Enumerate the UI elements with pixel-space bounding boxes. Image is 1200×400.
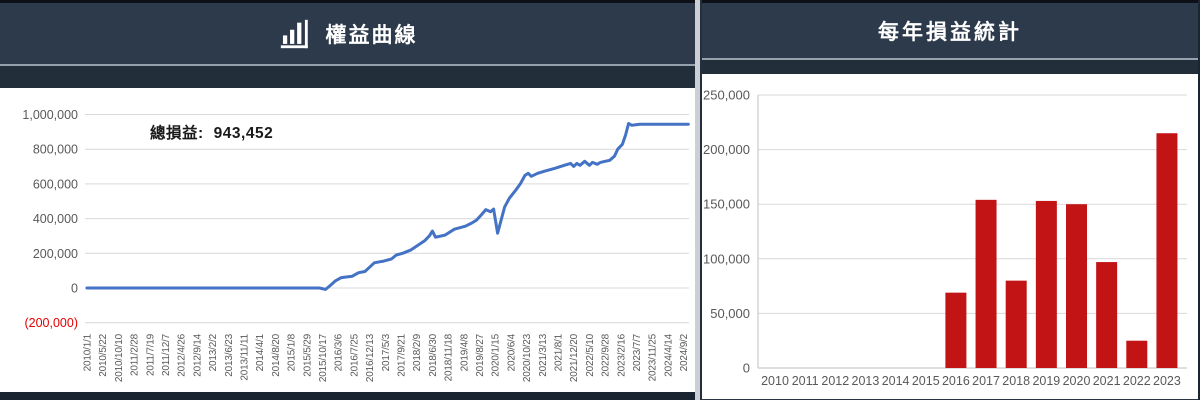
svg-text:2011/7/19: 2011/7/19 [145, 333, 156, 376]
equity-curve-panel: 權益曲線 (200,000) 0 200,000 400,000 600,000 800,… [0, 0, 695, 400]
total-pnl-label: 總損益: 943,452 [150, 121, 273, 143]
svg-text:2023/11/25: 2023/11/25 [648, 333, 659, 381]
svg-text:100,000: 100,000 [703, 251, 750, 266]
svg-text:2014/4/1: 2014/4/1 [255, 333, 266, 371]
svg-text:2013/11/11: 2013/11/11 [240, 333, 251, 380]
svg-text:2020/6/4: 2020/6/4 [506, 333, 517, 371]
yearly-pnl-title: 每年損益統計 [878, 20, 1022, 44]
svg-text:2010/1/1: 2010/1/1 [83, 333, 94, 371]
svg-text:2012/4/26: 2012/4/26 [177, 333, 188, 376]
equity-curve-header: 權益曲線 [0, 0, 695, 64]
svg-text:2011: 2011 [792, 374, 819, 388]
svg-text:2016/7/25: 2016/7/25 [349, 333, 360, 376]
svg-text:2020/10/23: 2020/10/23 [522, 333, 533, 382]
svg-text:2017/9/21: 2017/9/21 [397, 333, 408, 376]
svg-text:800,000: 800,000 [33, 143, 78, 157]
svg-text:2021: 2021 [1093, 374, 1121, 388]
svg-text:2021/12/20: 2021/12/20 [569, 333, 580, 382]
svg-text:250,000: 250,000 [703, 88, 750, 103]
equity-curve-chart-area: (200,000) 0 200,000 400,000 600,000 800,000 1,… [0, 88, 695, 392]
svg-text:2022: 2022 [1123, 374, 1151, 388]
svg-text:2011/12/7: 2011/12/7 [161, 333, 172, 376]
svg-text:2024/9/2: 2024/9/2 [679, 333, 690, 371]
right-subheader-strip [702, 60, 1198, 74]
svg-text:2018/2/9: 2018/2/9 [412, 333, 423, 371]
svg-text:2019/8/27: 2019/8/27 [475, 333, 486, 376]
svg-text:2020/1/15: 2020/1/15 [491, 333, 502, 376]
equity-curve-chart: (200,000) 0 200,000 400,000 600,000 800,000 1,… [22, 108, 690, 382]
svg-text:2010/5/22: 2010/5/22 [98, 333, 109, 376]
svg-text:2017: 2017 [972, 374, 1000, 388]
svg-text:600,000: 600,000 [33, 177, 78, 191]
svg-text:2020: 2020 [1063, 374, 1091, 388]
svg-text:2015/1/8: 2015/1/8 [287, 333, 298, 371]
svg-text:2022/9/28: 2022/9/28 [601, 333, 612, 376]
svg-text:2024/4/14: 2024/4/14 [663, 333, 674, 376]
svg-text:2018/6/30: 2018/6/30 [428, 333, 439, 376]
svg-text:2023/7/7: 2023/7/7 [632, 333, 643, 371]
yearly-pnl-panel: 每年損益統計 0 50,000 100,000 150,000 200,000 250,0… [700, 0, 1200, 400]
svg-text:2021/8/1: 2021/8/1 [554, 333, 565, 371]
svg-text:150,000: 150,000 [703, 197, 750, 212]
svg-text:200,000: 200,000 [33, 247, 78, 261]
svg-text:2014/8/20: 2014/8/20 [271, 333, 282, 376]
svg-text:2012: 2012 [821, 374, 849, 388]
left-bottom-strip [0, 392, 695, 400]
svg-text:2023: 2023 [1153, 374, 1181, 388]
svg-text:2018/11/18: 2018/11/18 [444, 333, 455, 381]
svg-text:2012/9/14: 2012/9/14 [192, 333, 203, 376]
svg-text:2015/10/17: 2015/10/17 [318, 333, 329, 382]
svg-text:2015/5/29: 2015/5/29 [302, 333, 313, 376]
svg-text:2013/6/23: 2013/6/23 [224, 333, 235, 376]
yearly-pnl-chart-area: 0 50,000 100,000 150,000 200,000 250,000 2010 2… [702, 74, 1198, 400]
svg-text:2021/3/13: 2021/3/13 [538, 333, 549, 376]
svg-text:2017/5/3: 2017/5/3 [381, 333, 392, 371]
svg-text:2014: 2014 [882, 374, 910, 388]
svg-text:2016/3/6: 2016/3/6 [334, 333, 345, 371]
total-pnl-value: 943,452 [213, 125, 274, 142]
header-separator [702, 58, 1198, 60]
svg-text:2016: 2016 [942, 374, 970, 388]
svg-text:2023/2/16: 2023/2/16 [616, 333, 627, 376]
svg-text:200,000: 200,000 [703, 142, 750, 157]
svg-text:2016/12/13: 2016/12/13 [365, 333, 376, 382]
svg-text:2015: 2015 [912, 374, 940, 388]
header-separator [0, 64, 695, 66]
svg-text:2010/10/10: 2010/10/10 [114, 333, 125, 382]
equity-curve-title: 權益曲線 [325, 23, 418, 47]
svg-text:2011/2/28: 2011/2/28 [130, 333, 141, 376]
total-pnl-caption: 總損益: [150, 125, 204, 142]
svg-text:2013/2/2: 2013/2/2 [208, 333, 219, 371]
svg-text:(200,000): (200,000) [24, 316, 78, 330]
svg-text:2010: 2010 [761, 374, 789, 388]
svg-text:2018: 2018 [1002, 374, 1030, 388]
svg-text:50,000: 50,000 [710, 306, 750, 321]
svg-text:0: 0 [743, 361, 750, 376]
svg-text:2013: 2013 [852, 374, 880, 388]
yearly-pnl-header: 每年損益統計 [702, 0, 1198, 58]
svg-text:0: 0 [71, 282, 78, 296]
left-subheader-strip [0, 66, 695, 88]
svg-text:2022/5/10: 2022/5/10 [585, 333, 596, 376]
svg-text:2019: 2019 [1032, 374, 1060, 388]
svg-text:1,000,000: 1,000,000 [22, 108, 78, 122]
svg-text:400,000: 400,000 [33, 212, 78, 226]
bar-chart-icon [278, 17, 312, 51]
svg-text:2019/4/8: 2019/4/8 [459, 333, 470, 371]
